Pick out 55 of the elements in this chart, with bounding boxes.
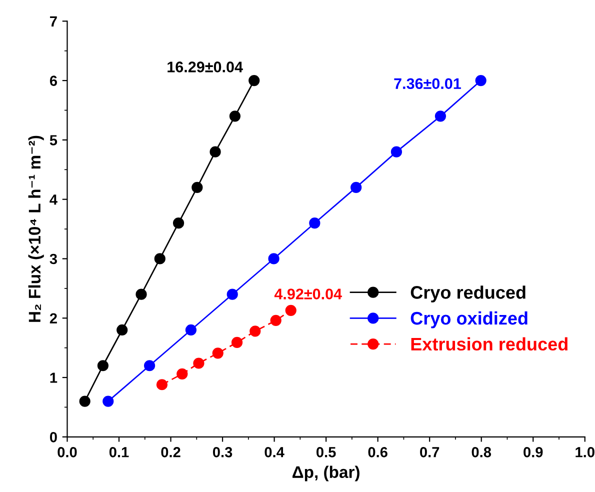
point (390, 146, 402, 158)
point (231, 336, 243, 348)
y-tick-label: 1 (50, 372, 58, 383)
point (144, 360, 156, 372)
point (97, 360, 109, 372)
y-tick-label: 2 (50, 313, 57, 324)
x-tick-label: 0.9 (524, 447, 543, 458)
point (102, 396, 114, 407)
legend-label: Cryo oxidized (410, 311, 528, 328)
x-tick-label: 0.7 (420, 447, 440, 458)
y-tick-label: 4 (50, 194, 58, 205)
point (79, 396, 90, 407)
point (309, 218, 320, 229)
point (193, 358, 204, 369)
point (210, 146, 221, 158)
point (212, 348, 224, 359)
point (350, 182, 362, 194)
y-tick-label: 7 (50, 16, 57, 26)
point (192, 182, 203, 194)
x-tick-label: 0.0 (58, 447, 77, 458)
x-tick-label: 0.3 (212, 447, 232, 458)
point (270, 314, 282, 326)
point (154, 253, 166, 264)
point (268, 253, 280, 264)
x-tick-label: 0.4 (264, 447, 284, 458)
x-tick-label: 1.0 (576, 447, 594, 458)
x-tick-label: 0.5 (316, 447, 336, 458)
point (475, 74, 486, 86)
point (250, 326, 261, 337)
point (176, 368, 188, 380)
point (172, 218, 184, 229)
x-tick-label: 0.1 (109, 447, 129, 458)
point (156, 379, 168, 390)
point (285, 304, 296, 316)
legend-label: Extrusion reduced (411, 337, 568, 351)
point (116, 324, 128, 336)
y-tick-label: 0 (50, 432, 57, 442)
point (434, 110, 446, 122)
point (136, 288, 147, 300)
legend-label: Cryo reduced (410, 286, 526, 302)
annotation: 7.36±0.01 (394, 78, 461, 90)
point (248, 74, 260, 86)
point (185, 324, 197, 336)
x-tick-label: 0.8 (472, 447, 492, 458)
y-tick-label: 6 (50, 76, 57, 86)
annotation: 16.29±0.04 (168, 62, 243, 72)
y-axis-title: H₂ Flux (×10⁴ L h⁻¹ m⁻²) (28, 136, 44, 322)
annotation: 4.92±0.04 (274, 288, 342, 300)
point (229, 110, 241, 122)
y-tick-label: 5 (50, 135, 58, 146)
y-tick-label: 3 (50, 254, 57, 264)
point (226, 288, 238, 300)
x-tick-label: 0.6 (368, 447, 388, 458)
x-axis-title: Δp, (bar) (292, 466, 360, 482)
x-tick-label: 0.2 (161, 447, 180, 458)
